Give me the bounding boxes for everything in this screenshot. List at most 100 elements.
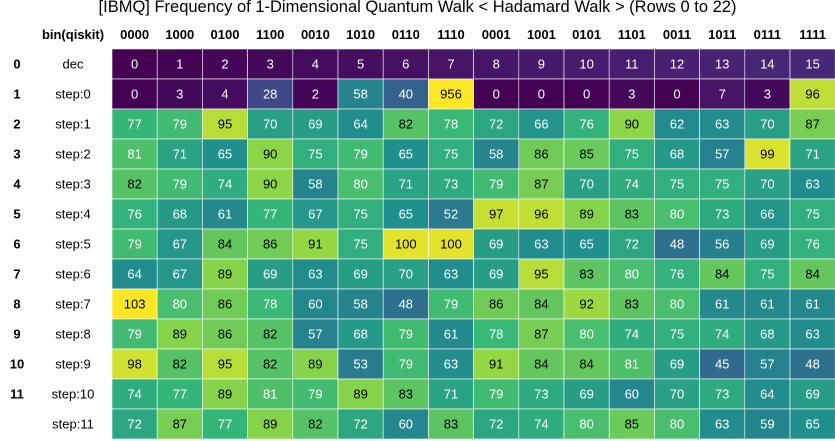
cell-value-label: 70 (760, 117, 774, 132)
heatmap-cell (247, 408, 294, 440)
row-index-6: 6 (13, 237, 20, 252)
cell-value-label: 73 (715, 387, 729, 402)
cell-value-label: 81 (625, 357, 639, 372)
heatmap-cell (744, 378, 791, 410)
heatmap-cell (789, 378, 835, 410)
heatmap-cell (654, 48, 700, 80)
cell-value-label: 74 (625, 177, 639, 192)
cell-value-label: 97 (489, 207, 503, 222)
column-header-1010: 1010 (346, 27, 375, 42)
heatmap-cell (202, 258, 248, 290)
cell-value-label: 78 (444, 117, 458, 132)
cell-value-label: 95 (218, 117, 232, 132)
cell-value-label: 91 (308, 237, 322, 252)
heatmap-cell (699, 258, 746, 290)
row-label-step-7: step:7 (55, 297, 90, 312)
heatmap-cell (202, 138, 248, 170)
heatmap-cell (789, 48, 835, 80)
column-header-1110: 1110 (437, 27, 465, 42)
cell-value-label: 7 (719, 87, 726, 102)
cell-value-label: 3 (176, 87, 183, 102)
cell-value-label: 2 (312, 87, 319, 102)
heatmap-cell (337, 378, 384, 410)
heatmap-cell (744, 48, 791, 80)
column-header-1011: 1011 (708, 27, 736, 42)
row-index-10: 10 (10, 357, 24, 372)
cell-value-label: 40 (399, 87, 413, 102)
cell-value-label: 11 (625, 57, 639, 72)
heatmap-cell (337, 138, 384, 170)
heatmap-cell (156, 288, 203, 320)
cell-value-label: 77 (263, 207, 277, 222)
heatmap-cell (654, 378, 700, 410)
cell-value-label: 84 (715, 267, 729, 282)
cell-value-label: 79 (489, 177, 503, 192)
cell-value-label: 82 (173, 357, 187, 372)
heatmap-cell (744, 348, 791, 380)
cell-value-label: 60 (308, 297, 322, 312)
cell-value-label: 89 (173, 327, 187, 342)
cell-value-label: 3 (267, 57, 274, 72)
cell-value-label: 79 (127, 327, 141, 342)
heatmap-cell (473, 378, 520, 410)
cell-value-label: 69 (489, 237, 503, 252)
heatmap-cell (473, 288, 520, 320)
cell-value-label: 58 (353, 87, 367, 102)
heatmap-cell (111, 288, 158, 320)
column-header-1100: 1100 (256, 27, 284, 42)
cell-value-label: 100 (440, 237, 462, 252)
cell-value-label: 69 (308, 117, 322, 132)
heatmap-cell (247, 228, 294, 260)
heatmap-cell (473, 198, 520, 230)
cell-value-label: 78 (263, 297, 277, 312)
heatmap-cell (337, 318, 384, 350)
row-label-step-9: step:9 (55, 357, 90, 372)
cell-value-label: 83 (399, 387, 413, 402)
heatmap-cell (699, 228, 746, 260)
heatmap-cell (744, 228, 791, 260)
cell-value-label: 73 (534, 387, 548, 402)
cell-value-label: 61 (218, 207, 232, 222)
cell-value-label: 71 (805, 147, 819, 162)
cell-value-label: 75 (805, 207, 819, 222)
cell-value-label: 87 (534, 327, 548, 342)
row-label-step-1: step:1 (55, 117, 90, 132)
heatmap-cell (292, 318, 339, 350)
cell-value-label: 1 (176, 57, 183, 72)
cell-value-label: 71 (399, 177, 413, 192)
cell-value-label: 79 (489, 387, 503, 402)
heatmap-cell (382, 408, 429, 440)
cell-value-label: 74 (218, 177, 232, 192)
cell-value-label: 71 (444, 387, 458, 402)
row-index-5: 5 (13, 207, 20, 222)
row-index-9: 9 (13, 327, 20, 342)
cell-value-label: 79 (308, 387, 322, 402)
cell-value-label: 75 (670, 177, 684, 192)
cell-value-label: 96 (534, 207, 548, 222)
cell-value-label: 103 (124, 297, 146, 312)
cell-value-label: 71 (173, 147, 187, 162)
cell-value-label: 61 (805, 297, 819, 312)
heatmap-cell (292, 48, 339, 80)
cell-value-label: 92 (579, 297, 593, 312)
row-index-2: 2 (13, 117, 20, 132)
heatmap-cell (563, 258, 610, 290)
cell-value-label: 72 (353, 417, 367, 432)
cell-value-label: 84 (534, 297, 548, 312)
cell-value-label: 59 (760, 417, 774, 432)
column-header-1111: 1111 (799, 27, 826, 42)
cell-value-label: 67 (173, 237, 187, 252)
heatmap-cell (789, 408, 835, 440)
row-index-11: 11 (10, 387, 24, 402)
heatmap-cell (337, 228, 384, 260)
row-label-step-4: step:4 (55, 207, 90, 222)
heatmap-cell (292, 108, 339, 140)
cell-value-label: 65 (399, 147, 413, 162)
cell-value-label: 70 (760, 177, 774, 192)
heatmap-cell (111, 108, 158, 140)
cell-value-label: 80 (173, 297, 187, 312)
cell-value-label: 65 (399, 207, 413, 222)
heatmap-cell (382, 288, 429, 320)
heatmap-cell (789, 348, 835, 380)
column-header-0110: 0110 (392, 27, 420, 42)
